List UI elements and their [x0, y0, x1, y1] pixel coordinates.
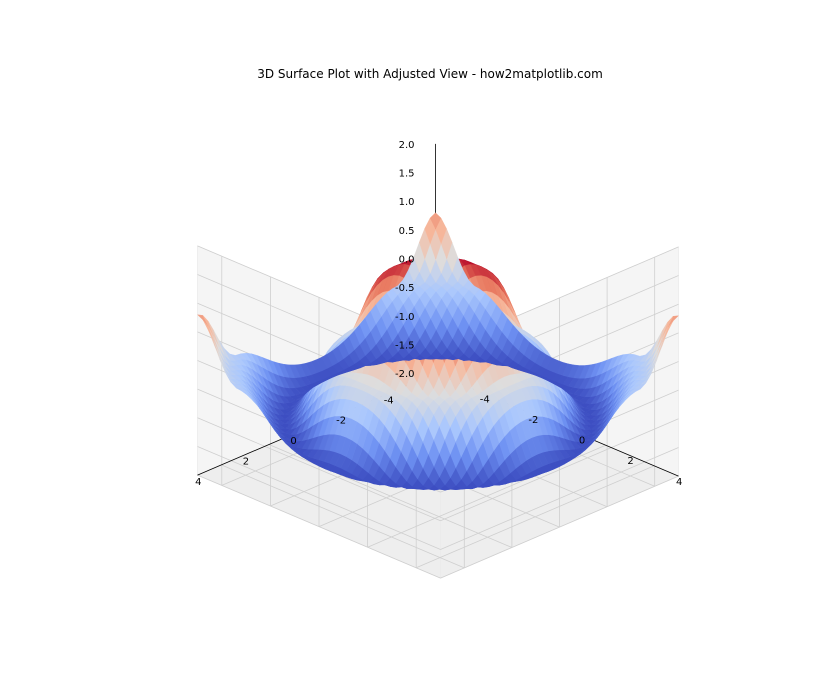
- grid-line-z: [440, 418, 679, 522]
- grid-line-z: [440, 447, 679, 550]
- z-tick-label: -0.5: [395, 283, 415, 294]
- x-tick-label: -2: [336, 416, 346, 427]
- z-tick-label: -1.5: [395, 340, 415, 351]
- chart-title: 3D Surface Plot with Adjusted View - how…: [257, 67, 603, 81]
- grid-line-z: [197, 474, 441, 579]
- surface: [196, 212, 680, 491]
- y-tick-label: 4: [676, 477, 682, 488]
- grid-line-z: [440, 475, 679, 579]
- x-tick-label: -4: [384, 395, 394, 406]
- grid-line-z: [197, 446, 441, 550]
- z-tick-label: 2.0: [399, 140, 415, 151]
- x-tick-label: 4: [195, 477, 201, 488]
- y-tick-label: 2: [627, 456, 633, 467]
- y-tick-label: -2: [528, 415, 538, 426]
- z-tick-label: -1.0: [395, 312, 415, 323]
- y-tick-label: 0: [579, 436, 585, 447]
- z-tick-label: -2.0: [395, 369, 415, 380]
- x-tick-label: 2: [243, 457, 249, 468]
- z-tick-label: 0.0: [399, 255, 415, 266]
- z-tick-label: 0.5: [399, 226, 415, 237]
- grid-line-y: [416, 465, 655, 569]
- z-tick-label: 1.0: [399, 197, 415, 208]
- surface-patch: [429, 212, 442, 230]
- z-tick-label: 1.5: [399, 169, 415, 180]
- tick-labels: 2.0 1.5 1.0 0.5 0.0 -0.5 -1.0 -1.5 -2.0 -4 -2 0 2 4 -4…: [195, 140, 682, 488]
- y-tick-label: -4: [480, 394, 490, 405]
- grid-line-z: [197, 417, 441, 522]
- x-tick-label: 0: [290, 436, 296, 447]
